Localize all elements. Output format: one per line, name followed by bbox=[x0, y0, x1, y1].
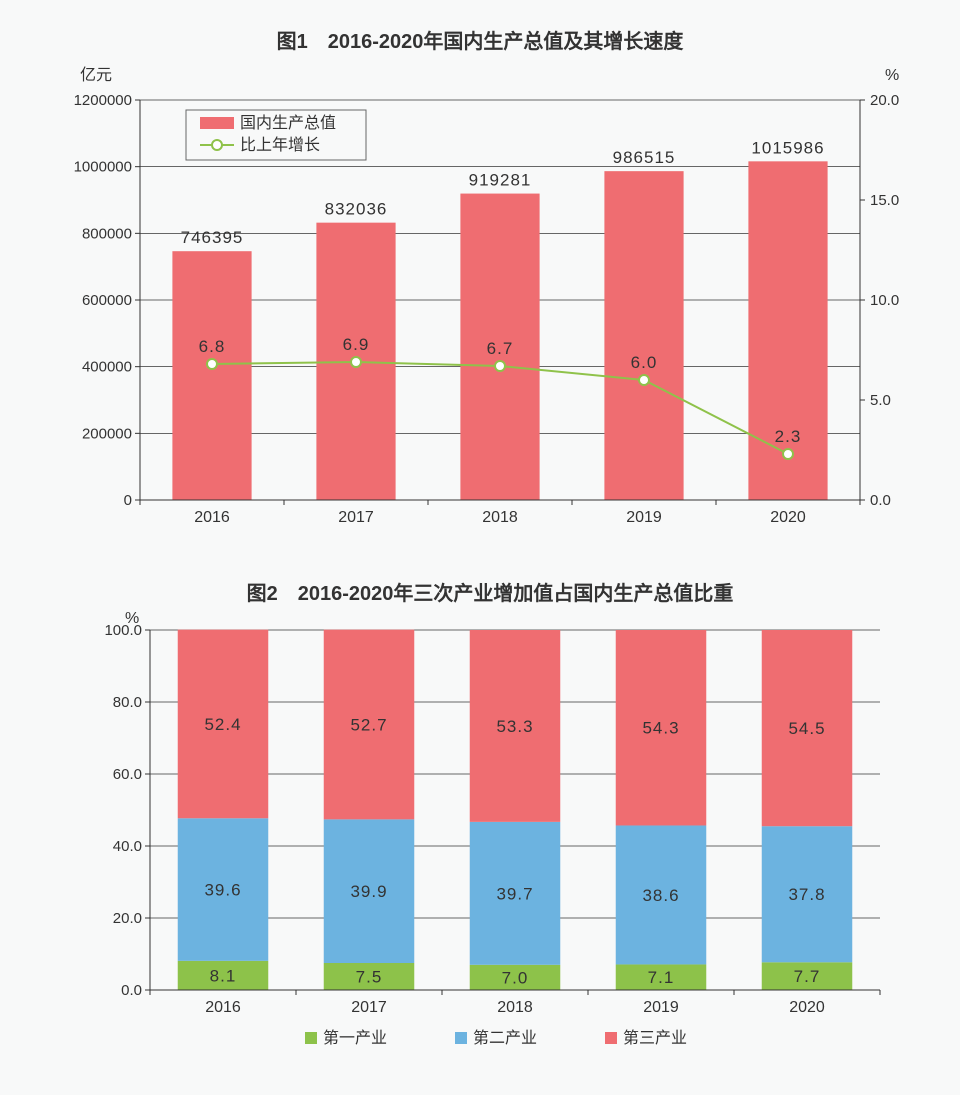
chart2-segment-value: 7.5 bbox=[356, 968, 383, 987]
chart1-line-value: 6.8 bbox=[199, 337, 226, 356]
chart1-category: 2017 bbox=[338, 509, 374, 526]
chart1-bar-value: 832036 bbox=[325, 200, 388, 219]
chart2-segment-value: 7.7 bbox=[794, 967, 821, 986]
chart1-category: 2016 bbox=[194, 509, 230, 526]
chart1-bar-value: 746395 bbox=[181, 228, 244, 247]
chart2-category: 2019 bbox=[643, 999, 679, 1016]
chart1-category: 2018 bbox=[482, 509, 518, 526]
chart1-ytick-right: 5.0 bbox=[870, 392, 891, 409]
chart2-legend-swatch bbox=[605, 1032, 617, 1044]
chart1-bar bbox=[172, 251, 251, 500]
chart1-left-unit: 亿元 bbox=[80, 66, 112, 84]
chart1-bar bbox=[604, 171, 683, 500]
legend-label-bar: 国内生产总值 bbox=[240, 114, 336, 132]
chart2-segment-value: 8.1 bbox=[210, 966, 237, 985]
chart1-right-unit: % bbox=[885, 67, 899, 84]
chart2-segment-value: 39.9 bbox=[350, 882, 387, 901]
chart1-category-labels: 2016 2017 2018 2019 2020 bbox=[140, 500, 860, 526]
chart2-segment-value: 7.0 bbox=[502, 968, 529, 987]
chart2-segment-value: 39.6 bbox=[204, 881, 241, 900]
chart1-legend: 国内生产总值比上年增长 bbox=[186, 110, 366, 160]
chart2-ytick: 40.0 bbox=[113, 838, 142, 855]
chart2-svg: 图2 2016-2020年三次产业增加值占国内生产总值比重 % 0.020.04… bbox=[30, 575, 930, 1075]
chart2-segment-value: 37.8 bbox=[788, 885, 825, 904]
chart1-ytick-left: 0 bbox=[124, 492, 132, 509]
chart2-bars bbox=[178, 630, 853, 990]
chart2-segment-value: 54.5 bbox=[788, 719, 825, 738]
legend-label-line: 比上年增长 bbox=[240, 136, 320, 154]
chart2-legend-label: 第一产业 bbox=[323, 1029, 387, 1047]
chart1-ytick-left: 600000 bbox=[82, 292, 132, 309]
chart2-segment-value: 39.7 bbox=[496, 884, 533, 903]
chart2-segment-value: 7.1 bbox=[648, 968, 675, 987]
chart1-ytick-left: 200000 bbox=[82, 425, 132, 442]
chart1-line-marker bbox=[639, 375, 649, 385]
chart1-category: 2019 bbox=[626, 509, 662, 526]
chart2-title: 图2 2016-2020年三次产业增加值占国内生产总值比重 bbox=[247, 581, 734, 605]
chart1-line-marker bbox=[207, 359, 217, 369]
chart1-line-value: 6.7 bbox=[487, 339, 514, 358]
chart2-category: 2016 bbox=[205, 999, 241, 1016]
chart1-ytick-right: 20.0 bbox=[870, 92, 899, 109]
chart2-legend-swatch bbox=[455, 1032, 467, 1044]
chart2-category-labels: 2016 2017 2018 2019 2020 bbox=[150, 990, 880, 1016]
chart2-legend: 第一产业 第二产业 第三产业 bbox=[305, 1029, 687, 1047]
chart1-line-value: 2.3 bbox=[775, 427, 802, 446]
chart1-bars bbox=[172, 161, 827, 500]
chart1-ytick-left: 400000 bbox=[82, 359, 132, 376]
chart1-right-ticks: 0.0 5.0 10.0 15.0 20.0 bbox=[860, 92, 899, 509]
chart1-line-marker bbox=[351, 357, 361, 367]
chart2-ytick: 60.0 bbox=[113, 766, 142, 783]
chart2-category: 2018 bbox=[497, 999, 533, 1016]
chart1-bar-value: 919281 bbox=[469, 171, 532, 190]
chart1-ytick-right: 0.0 bbox=[870, 492, 891, 509]
chart1-ytick-right: 10.0 bbox=[870, 292, 899, 309]
chart2-legend-label: 第二产业 bbox=[473, 1029, 537, 1047]
chart1-line-marker bbox=[783, 449, 793, 459]
chart2-segment-value: 52.4 bbox=[204, 715, 241, 734]
chart1-ytick-left: 800000 bbox=[82, 225, 132, 242]
chart2-left-ticks: 0.0 20.0 40.0 60.0 80.0 100.0 bbox=[104, 622, 150, 999]
chart1-bar-value: 1015986 bbox=[751, 138, 824, 157]
chart1-container: 图1 2016-2020年国内生产总值及其增长速度 亿元 % 0 200000 40… bbox=[0, 0, 960, 570]
chart2-category: 2020 bbox=[789, 999, 825, 1016]
chart1-ytick-left: 1000000 bbox=[74, 159, 132, 176]
chart1-title: 图1 2016-2020年国内生产总值及其增长速度 bbox=[277, 29, 685, 53]
chart1-ytick-left: 1200000 bbox=[74, 92, 132, 109]
chart2-category: 2017 bbox=[351, 999, 387, 1016]
chart2-legend-label: 第三产业 bbox=[623, 1029, 687, 1047]
chart2-segment-value: 54.3 bbox=[642, 719, 679, 738]
chart1-category: 2020 bbox=[770, 509, 806, 526]
chart2-segment-value: 52.7 bbox=[350, 716, 387, 735]
chart1-line-value: 6.0 bbox=[631, 353, 658, 372]
chart2-ytick: 80.0 bbox=[113, 694, 142, 711]
chart1-ytick-right: 15.0 bbox=[870, 192, 899, 209]
legend-swatch-bar bbox=[200, 117, 234, 129]
chart1-bar-value: 986515 bbox=[613, 148, 676, 167]
chart1-svg: 图1 2016-2020年国内生产总值及其增长速度 亿元 % 0 200000 40… bbox=[30, 20, 930, 550]
chart2-segment-value: 38.6 bbox=[642, 886, 679, 905]
chart2-ytick: 0.0 bbox=[121, 982, 142, 999]
chart1-line-marker bbox=[495, 361, 505, 371]
chart1-line-value: 6.9 bbox=[343, 335, 370, 354]
chart2-container: 图2 2016-2020年三次产业增加值占国内生产总值比重 % 0.020.04… bbox=[0, 570, 960, 1095]
chart2-ytick: 20.0 bbox=[113, 910, 142, 927]
chart2-segment-value: 53.3 bbox=[496, 717, 533, 736]
chart2-legend-swatch bbox=[305, 1032, 317, 1044]
chart1-left-ticks: 0 200000 400000 600000 800000 1000000 1200000 bbox=[74, 92, 140, 509]
chart2-ytick: 100.0 bbox=[104, 622, 142, 639]
